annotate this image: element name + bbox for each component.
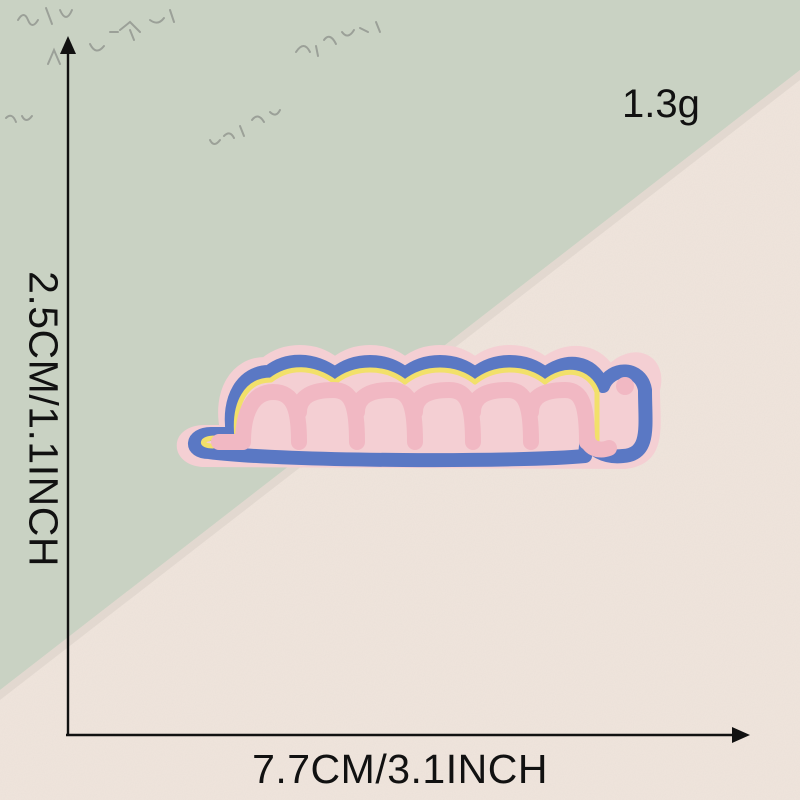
weight-label: 1.3g xyxy=(622,82,700,127)
embroidered-patch xyxy=(182,350,657,464)
width-dimension-label: 7.7CM/3.1INCH xyxy=(0,746,800,793)
height-dimension-label: 2.5CM/1.1INCH xyxy=(20,271,67,567)
